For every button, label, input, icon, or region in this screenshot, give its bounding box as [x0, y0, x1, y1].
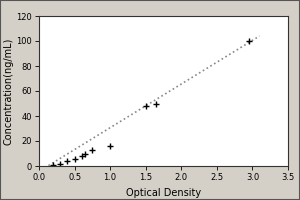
- Y-axis label: Concentration(ng/mL): Concentration(ng/mL): [4, 37, 14, 145]
- X-axis label: Optical Density: Optical Density: [126, 188, 201, 198]
